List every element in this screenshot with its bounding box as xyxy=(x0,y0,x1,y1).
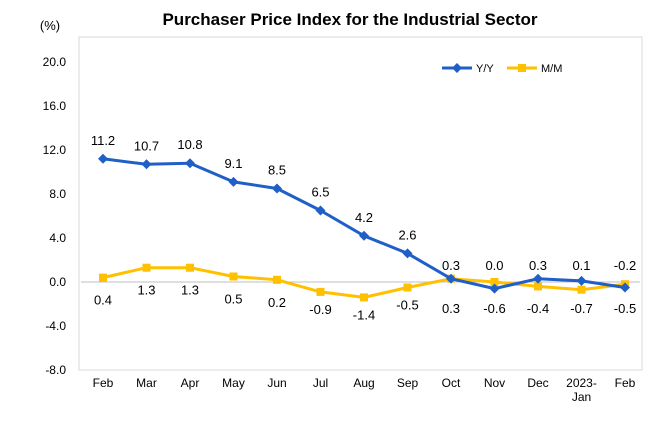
mm-data-label: -0.5 xyxy=(396,298,418,313)
mm-data-label: -0.6 xyxy=(483,301,505,316)
yy-point xyxy=(185,158,195,169)
mm-data-label: 1.3 xyxy=(137,283,155,298)
x-tick-label: Apr xyxy=(181,376,200,390)
mm-data-label: -0.7 xyxy=(570,301,592,316)
yy-point xyxy=(98,153,108,164)
yy-data-label: 6.5 xyxy=(311,185,329,200)
yy-point xyxy=(576,275,587,286)
yy-point xyxy=(315,205,326,216)
mm-point xyxy=(229,272,238,281)
y-axis-unit: (%) xyxy=(40,18,60,33)
mm-point xyxy=(142,263,151,272)
mm-point xyxy=(490,278,499,286)
yy-data-label: 8.5 xyxy=(268,163,286,178)
mm-data-label: 0.5 xyxy=(224,292,242,307)
x-tick-label: Sep xyxy=(397,376,419,390)
yy-data-label: 0.3 xyxy=(529,258,547,273)
legend-mm-label: M/M xyxy=(541,63,562,75)
chart-title: Purchaser Price Index for the Industrial… xyxy=(162,10,537,29)
x-tick-label: Mar xyxy=(136,376,157,390)
mm-point xyxy=(99,273,107,282)
x-tick-label: Jun xyxy=(267,376,286,390)
y-tick-label: -4.0 xyxy=(45,319,66,333)
mm-data-label: -0.5 xyxy=(614,301,636,316)
yy-point xyxy=(359,230,369,241)
y-tick-label: 20.0 xyxy=(43,55,67,69)
y-tick-label: -8.0 xyxy=(45,363,66,377)
x-tick-label: May xyxy=(222,376,245,390)
yy-point xyxy=(272,183,282,194)
mm-data-label: 1.3 xyxy=(181,283,199,298)
yy-point xyxy=(402,248,413,259)
yy-data-label: 0.3 xyxy=(442,258,460,273)
x-tick-label: 2023-Jan xyxy=(566,376,597,404)
mm-data-label: -0.4 xyxy=(527,301,549,316)
y-tick-label: 8.0 xyxy=(49,187,66,201)
yy-point xyxy=(533,273,543,284)
y-tick-label: 16.0 xyxy=(43,99,67,113)
yy-point xyxy=(620,282,630,293)
yy-data-label: -0.2 xyxy=(614,258,636,273)
legend-yy-label: Y/Y xyxy=(476,63,494,75)
y-tick-label: 4.0 xyxy=(49,231,66,245)
legend-yy-marker xyxy=(452,63,462,73)
data-labels: 11.2 10.7 10.8 9.1 8.5 6.5 4.2 2.6 0.3 0.0 0.3 0.1 -… xyxy=(91,133,636,323)
x-tick-label: Dec xyxy=(527,376,548,390)
yy-point xyxy=(489,283,500,294)
mm-point xyxy=(534,282,542,291)
legend: Y/Y M/M xyxy=(442,63,562,75)
yy-data-label: 10.7 xyxy=(134,138,159,153)
y-tick-label: 0.0 xyxy=(49,275,66,289)
yy-data-label: 9.1 xyxy=(224,156,242,171)
mm-data-label: 0.2 xyxy=(268,295,286,310)
mm-point xyxy=(360,293,368,302)
mm-point xyxy=(403,283,412,292)
mm-point xyxy=(577,285,586,294)
x-tick-label: Feb xyxy=(93,376,114,390)
y-tick-label: 12.0 xyxy=(43,143,67,157)
x-tick-label: Nov xyxy=(484,376,505,390)
axes: -8.0 -4.0 0.0 4.0 8.0 12.0 16.0 20.0 Feb Mar Apr Ma… xyxy=(43,55,640,404)
x-tick-label: Aug xyxy=(353,376,374,390)
mm-point xyxy=(186,263,194,272)
yy-data-label: 11.2 xyxy=(91,133,115,148)
yy-point xyxy=(228,176,239,187)
yy-data-label: 0.0 xyxy=(485,258,503,273)
mm-point xyxy=(316,287,325,296)
plot-area-border xyxy=(78,36,643,371)
mm-point xyxy=(273,275,281,284)
mm-data-label: -0.9 xyxy=(309,302,331,317)
mm-data-label: 0.3 xyxy=(442,301,460,316)
x-tick-label: Jul xyxy=(313,376,328,390)
mm-data-label: -1.4 xyxy=(353,307,375,322)
legend-mm-marker xyxy=(518,64,526,72)
series-layer xyxy=(98,153,630,302)
yy-point xyxy=(141,159,152,170)
x-tick-label: Oct xyxy=(442,376,461,390)
mm-data-label: 0.4 xyxy=(94,293,112,308)
yy-point xyxy=(446,273,456,284)
x-tick-label: Feb xyxy=(615,376,636,390)
yy-data-label: 0.1 xyxy=(572,258,590,273)
yy-data-label: 2.6 xyxy=(398,227,416,242)
yy-data-label: 10.8 xyxy=(177,137,202,152)
yy-data-label: 4.2 xyxy=(355,210,373,225)
